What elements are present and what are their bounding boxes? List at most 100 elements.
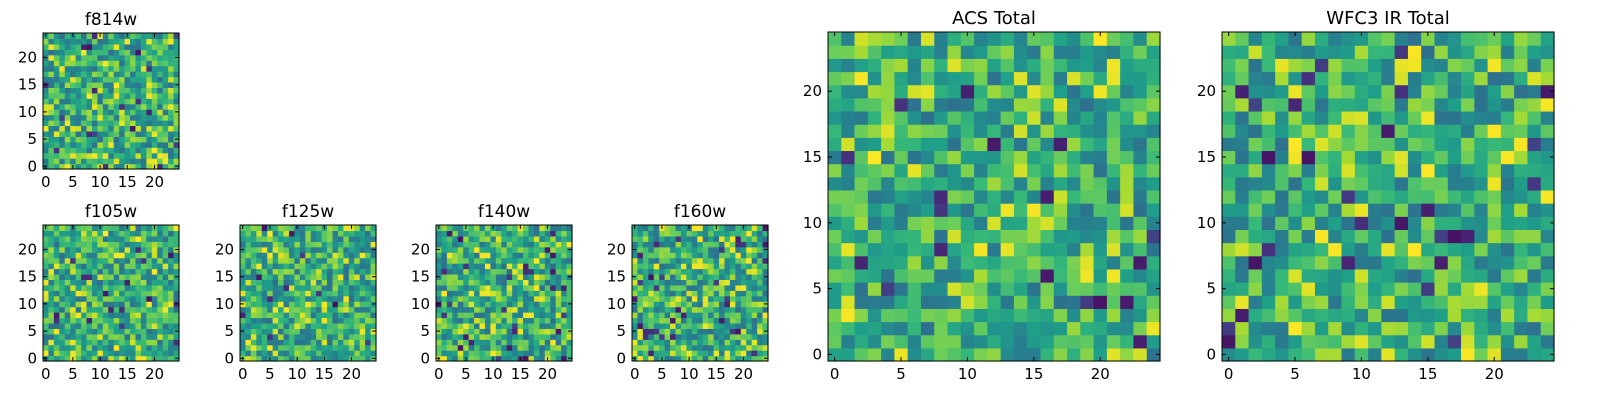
heatmap-cell xyxy=(697,333,704,340)
heatmap-cell xyxy=(1288,203,1303,217)
heatmap-cell xyxy=(332,230,339,237)
x-tick-label: 5 xyxy=(896,365,906,383)
heatmap-cell xyxy=(987,71,1002,86)
heatmap-cell xyxy=(1013,71,1028,86)
heatmap-cell xyxy=(316,252,323,259)
heatmap-cell xyxy=(523,339,530,346)
heatmap-cell xyxy=(1394,347,1409,362)
heatmap-cell xyxy=(70,344,77,351)
heatmap-cell xyxy=(108,246,115,253)
x-tick-label: 0 xyxy=(1224,365,1234,383)
heatmap-cell xyxy=(544,317,551,324)
heatmap-cell xyxy=(724,252,731,259)
heatmap-cell xyxy=(151,120,158,127)
heatmap-cell xyxy=(446,235,453,242)
heatmap-cell xyxy=(555,257,562,264)
heatmap-cell xyxy=(550,333,557,340)
heatmap-cell xyxy=(124,65,131,72)
heatmap-cell xyxy=(841,45,856,59)
heatmap-cell xyxy=(1500,203,1515,217)
heatmap-cell xyxy=(343,273,350,280)
heatmap-cell xyxy=(288,284,295,291)
heatmap-cell xyxy=(157,246,164,253)
heatmap-cell xyxy=(854,84,869,99)
heatmap-cell xyxy=(146,252,153,259)
heatmap-cell xyxy=(452,312,459,319)
heatmap-cell xyxy=(1235,255,1250,270)
heatmap-cell xyxy=(1093,295,1108,309)
heatmap-cell xyxy=(348,339,355,346)
heatmap-cell xyxy=(348,241,355,248)
heatmap-cell xyxy=(64,252,71,259)
heatmap-cell xyxy=(544,344,551,351)
heatmap-cell xyxy=(1275,32,1289,46)
heatmap-cell xyxy=(102,54,109,61)
heatmap-cell xyxy=(1222,321,1236,336)
heatmap-cell xyxy=(670,273,677,280)
heatmap-cell xyxy=(484,339,491,346)
heatmap-cell xyxy=(140,98,147,105)
heatmap-cell xyxy=(740,268,747,275)
heatmap-cell xyxy=(702,241,709,248)
y-tick-label: 0 xyxy=(420,349,430,367)
heatmap-cell xyxy=(974,242,988,257)
heatmap-cell xyxy=(468,241,475,248)
heatmap-cell xyxy=(512,339,519,346)
heatmap-cell xyxy=(1394,84,1409,99)
heatmap-cell xyxy=(637,290,644,297)
heatmap-cell xyxy=(686,295,693,302)
heatmap-cell xyxy=(632,350,639,357)
heatmap-cell xyxy=(348,306,355,313)
heatmap-cell xyxy=(457,225,464,232)
heatmap-cell xyxy=(97,49,104,56)
heatmap-cell xyxy=(162,252,169,259)
heatmap-cell xyxy=(670,230,677,237)
heatmap-cell xyxy=(1368,84,1382,99)
heatmap-cell xyxy=(974,124,988,138)
heatmap-cell xyxy=(75,263,82,270)
heatmap-cell xyxy=(75,33,82,40)
heatmap-cell xyxy=(140,252,147,259)
heatmap-cell xyxy=(1080,203,1095,217)
x-tick-label: 15 xyxy=(1418,365,1437,383)
heatmap-cell xyxy=(1000,124,1015,138)
heatmap-cell xyxy=(987,334,1002,349)
heatmap-cell xyxy=(960,308,975,323)
heatmap-cell xyxy=(544,257,551,264)
heatmap-cell xyxy=(119,246,126,253)
heatmap-cell xyxy=(1106,150,1121,165)
heatmap-cell xyxy=(348,257,355,264)
heatmap-cell xyxy=(321,350,328,357)
heatmap-cell xyxy=(332,290,339,297)
heatmap-cell xyxy=(523,273,530,280)
heatmap-cell xyxy=(468,246,475,253)
heatmap-cell xyxy=(1040,45,1055,59)
heatmap-cell xyxy=(1514,58,1529,73)
heatmap-cell xyxy=(441,263,448,270)
heatmap-cell xyxy=(501,246,508,253)
heatmap-cell xyxy=(1027,137,1042,152)
heatmap-cell xyxy=(1275,242,1289,257)
heatmap-cell xyxy=(1500,229,1515,244)
heatmap-cell xyxy=(245,268,252,275)
heatmap-cell xyxy=(168,339,175,346)
heatmap-cell xyxy=(64,98,71,105)
heatmap-cell xyxy=(697,317,704,324)
heatmap-cell xyxy=(501,279,508,286)
heatmap-cell xyxy=(81,241,88,248)
heatmap-cell xyxy=(523,279,530,286)
heatmap-cell xyxy=(337,317,344,324)
heatmap-cell xyxy=(1447,229,1462,244)
heatmap-cell xyxy=(1222,216,1236,230)
heatmap-cell xyxy=(441,230,448,237)
y-tick-label: 15 xyxy=(215,268,234,286)
heatmap-cell xyxy=(523,322,530,329)
heatmap-cell xyxy=(452,322,459,329)
heatmap-cell xyxy=(70,71,77,78)
heatmap-cell xyxy=(1146,347,1161,362)
heatmap-cell xyxy=(70,103,77,110)
heatmap-cell xyxy=(907,137,922,152)
heatmap-cell xyxy=(1301,163,1316,178)
heatmap-cell xyxy=(490,257,497,264)
heatmap-cell xyxy=(1053,295,1068,309)
